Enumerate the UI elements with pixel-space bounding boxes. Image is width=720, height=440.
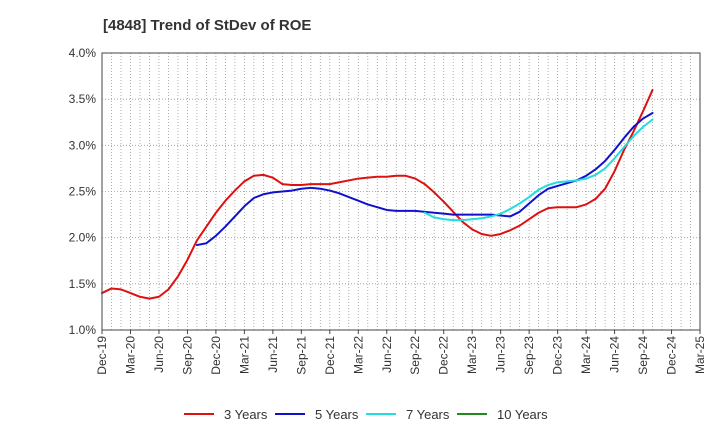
legend-label: 5 Years [315,407,359,422]
x-tick-label: Mar-24 [579,336,593,374]
y-tick-label: 2.0% [69,231,97,245]
series-line-3-years [101,88,654,300]
x-tick-label: Jun-20 [152,336,166,373]
x-tick-label: Sep-24 [636,336,650,375]
x-tick-label: Jun-22 [380,336,394,373]
x-tick-label: Jun-23 [494,336,508,373]
x-tick-label: Mar-20 [123,336,137,374]
x-tick-label: Mar-21 [237,336,251,374]
x-tick-label: Dec-19 [95,336,109,375]
series-lines [101,88,654,300]
x-tick-label: Mar-23 [465,336,479,374]
x-tick-label: Sep-20 [180,336,194,375]
y-tick-label: 1.5% [69,277,97,291]
y-axis-ticks: 1.0% 1.5% 2.0% 2.5% 3.0% 3.5% 4.0% [69,46,97,337]
y-tick-label: 2.5% [69,185,97,199]
grid-lines [102,53,700,330]
x-tick-label: Mar-22 [351,336,365,374]
legend: 3 Years 5 Years 7 Years 10 Years [184,407,548,422]
chart-title: [4848] Trend of StDev of ROE [103,17,311,34]
y-tick-label: 1.0% [69,323,97,337]
x-tick-label: Sep-23 [522,336,536,375]
plot-frame [101,52,701,331]
x-tick-label: Dec-24 [665,336,679,375]
x-tick-label: Sep-21 [294,336,308,375]
series-line-7-years [423,118,654,222]
x-axis-ticks: Dec-19 Mar-20 Jun-20 Sep-20 Dec-20 Mar-21 Jun-… [95,330,707,375]
x-tick-label: Jun-21 [266,336,280,373]
x-tick-label: Dec-20 [209,336,223,375]
legend-label: 7 Years [406,407,450,422]
legend-label: 10 Years [497,407,548,422]
legend-label: 3 Years [224,407,268,422]
x-tick-label: Dec-21 [323,336,337,375]
x-tick-label: Dec-23 [551,336,565,375]
x-tick-label: Jun-24 [608,336,622,373]
y-tick-label: 4.0% [69,46,97,60]
x-tick-label: Dec-22 [437,336,451,375]
y-tick-label: 3.5% [69,92,97,106]
x-tick-label: Mar-25 [693,336,707,374]
y-tick-label: 3.0% [69,138,97,152]
x-tick-label: Sep-22 [408,336,422,375]
